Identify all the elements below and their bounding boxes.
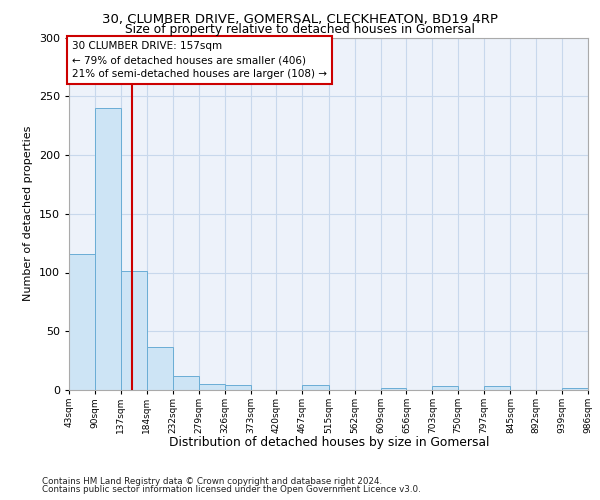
Bar [562, 388, 588, 390]
Bar [69, 254, 95, 390]
Bar [225, 386, 251, 390]
Y-axis label: Number of detached properties: Number of detached properties [23, 126, 33, 302]
Bar [380, 388, 406, 390]
Bar [302, 386, 329, 390]
Text: Contains public sector information licensed under the Open Government Licence v3: Contains public sector information licen… [42, 485, 421, 494]
Text: Distribution of detached houses by size in Gomersal: Distribution of detached houses by size … [169, 436, 489, 449]
Bar [146, 346, 173, 390]
Bar [432, 386, 458, 390]
Text: 30 CLUMBER DRIVE: 157sqm
← 79% of detached houses are smaller (406)
21% of semi-: 30 CLUMBER DRIVE: 157sqm ← 79% of detach… [72, 41, 327, 79]
Bar [484, 386, 511, 390]
Text: Contains HM Land Registry data © Crown copyright and database right 2024.: Contains HM Land Registry data © Crown c… [42, 478, 382, 486]
Bar [121, 272, 146, 390]
Text: 30, CLUMBER DRIVE, GOMERSAL, CLECKHEATON, BD19 4RP: 30, CLUMBER DRIVE, GOMERSAL, CLECKHEATON… [102, 12, 498, 26]
Bar [199, 384, 225, 390]
Text: Size of property relative to detached houses in Gomersal: Size of property relative to detached ho… [125, 22, 475, 36]
Bar [173, 376, 199, 390]
Bar [95, 108, 121, 390]
